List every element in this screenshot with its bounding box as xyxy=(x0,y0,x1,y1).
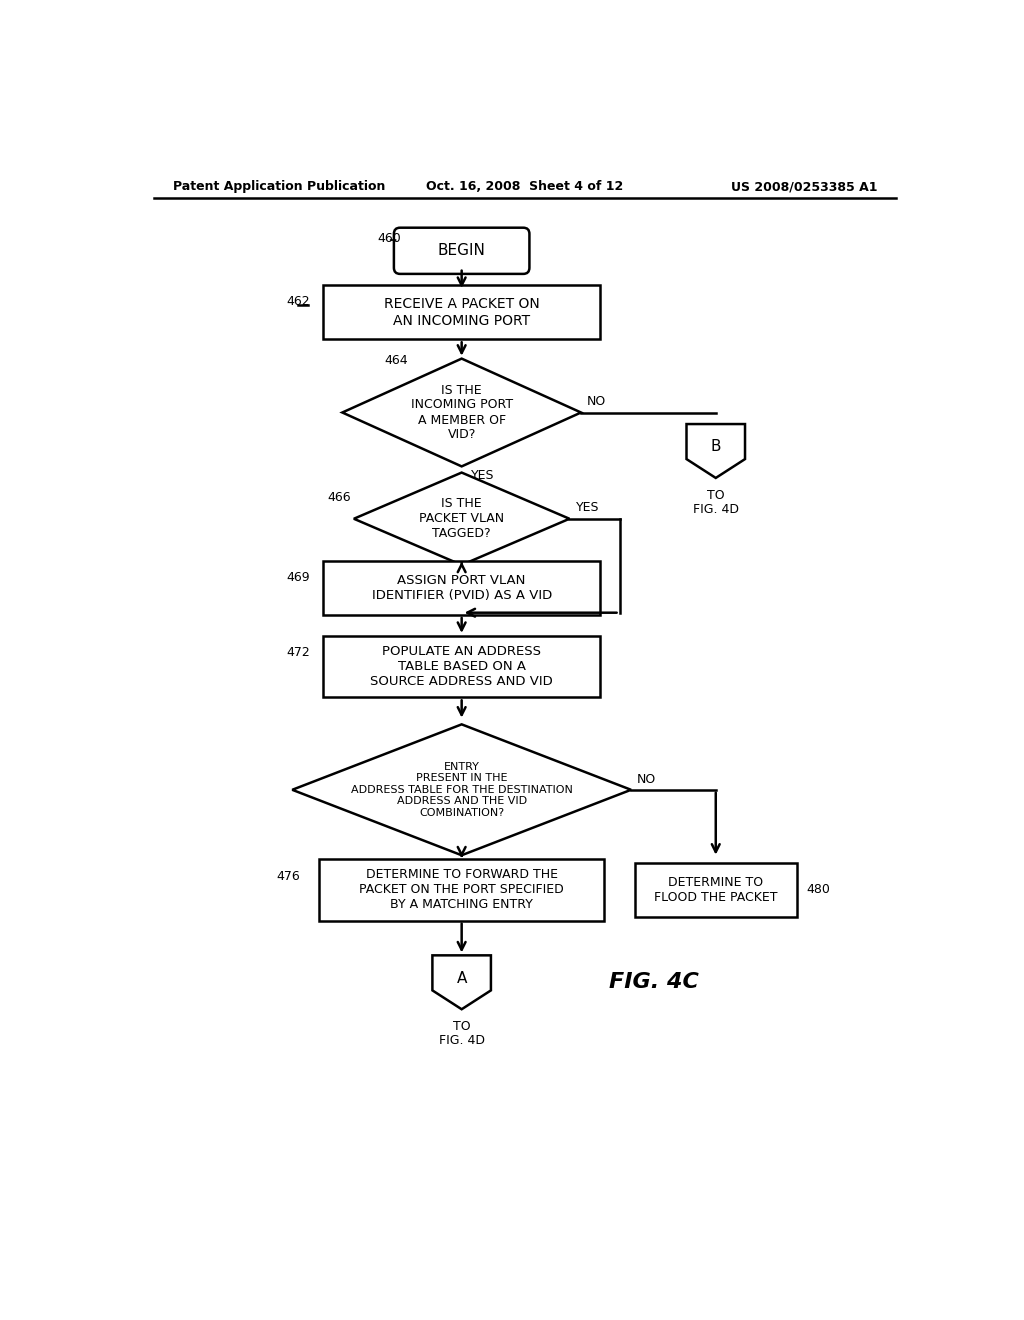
Text: A: A xyxy=(457,970,467,986)
Text: Oct. 16, 2008  Sheet 4 of 12: Oct. 16, 2008 Sheet 4 of 12 xyxy=(426,181,624,194)
Text: Patent Application Publication: Patent Application Publication xyxy=(173,181,385,194)
Text: DETERMINE TO FORWARD THE
PACKET ON THE PORT SPECIFIED
BY A MATCHING ENTRY: DETERMINE TO FORWARD THE PACKET ON THE P… xyxy=(359,869,564,911)
Text: YES: YES xyxy=(471,469,495,482)
Text: BEGIN: BEGIN xyxy=(437,243,485,259)
Text: POPULATE AN ADDRESS
TABLE BASED ON A
SOURCE ADDRESS AND VID: POPULATE AN ADDRESS TABLE BASED ON A SOU… xyxy=(371,645,553,688)
Text: NO: NO xyxy=(637,772,656,785)
Bar xyxy=(323,636,600,697)
Text: 469: 469 xyxy=(286,570,309,583)
Polygon shape xyxy=(686,424,745,478)
Text: FIG. 4D: FIG. 4D xyxy=(693,503,738,516)
Text: 474: 474 xyxy=(327,862,350,875)
Text: FIG. 4D: FIG. 4D xyxy=(438,1035,484,1047)
Text: FIG. 4C: FIG. 4C xyxy=(609,973,699,993)
Text: YES: YES xyxy=(471,863,495,876)
Bar xyxy=(323,561,600,615)
Text: 476: 476 xyxy=(276,870,301,883)
Text: ENTRY
PRESENT IN THE
ADDRESS TABLE FOR THE DESTINATION
ADDRESS AND THE VID
COMBI: ENTRY PRESENT IN THE ADDRESS TABLE FOR T… xyxy=(351,762,572,818)
Text: 480: 480 xyxy=(807,883,830,896)
Text: ASSIGN PORT VLAN
IDENTIFIER (PVID) AS A VID: ASSIGN PORT VLAN IDENTIFIER (PVID) AS A … xyxy=(372,574,552,602)
Polygon shape xyxy=(292,725,631,855)
Text: NO: NO xyxy=(471,568,490,581)
Text: IS THE
INCOMING PORT
A MEMBER OF
VID?: IS THE INCOMING PORT A MEMBER OF VID? xyxy=(411,384,513,441)
Text: 472: 472 xyxy=(286,647,310,659)
Text: 464: 464 xyxy=(385,354,409,367)
Text: B: B xyxy=(711,440,721,454)
Text: TO: TO xyxy=(707,490,725,502)
Text: RECEIVE A PACKET ON
AN INCOMING PORT: RECEIVE A PACKET ON AN INCOMING PORT xyxy=(384,297,540,327)
Text: 466: 466 xyxy=(327,491,350,504)
Text: US 2008/0253385 A1: US 2008/0253385 A1 xyxy=(731,181,878,194)
Bar xyxy=(323,285,600,339)
Text: 462: 462 xyxy=(286,296,309,308)
Text: YES: YES xyxy=(575,502,599,515)
Text: 460: 460 xyxy=(377,232,400,246)
Text: DETERMINE TO
FLOOD THE PACKET: DETERMINE TO FLOOD THE PACKET xyxy=(654,876,777,904)
Text: IS THE
PACKET VLAN
TAGGED?: IS THE PACKET VLAN TAGGED? xyxy=(419,498,504,540)
Polygon shape xyxy=(342,359,581,466)
Bar xyxy=(319,859,604,921)
Polygon shape xyxy=(354,473,569,565)
FancyBboxPatch shape xyxy=(394,227,529,275)
Text: NO: NO xyxy=(587,395,606,408)
Bar xyxy=(635,863,797,917)
Text: TO: TO xyxy=(453,1020,470,1034)
Polygon shape xyxy=(432,956,490,1010)
